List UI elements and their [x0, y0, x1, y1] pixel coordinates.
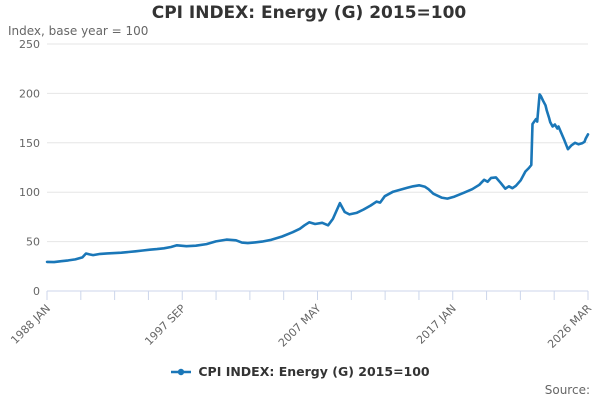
- x-axis-tick-label: 1997 SEP: [142, 302, 188, 348]
- y-axis-tick-label: 100: [19, 186, 40, 199]
- legend-item-cpi-energy[interactable]: CPI INDEX: Energy (G) 2015=100: [0, 364, 600, 379]
- x-axis-tick-label: 2017 JAN: [414, 302, 459, 347]
- x-axis-tick-label: 2026 MAR: [545, 302, 594, 351]
- y-axis-tick-label: 200: [19, 87, 40, 100]
- y-axis-tick-label: 250: [19, 38, 40, 51]
- legend-line-marker-icon: [171, 368, 192, 375]
- series-line-cpi-energy[interactable]: [45, 93, 590, 264]
- chart-title: CPI INDEX: Energy (G) 2015=100: [151, 3, 467, 23]
- y-axis-tick-label: 50: [26, 236, 40, 249]
- source-note: Source:: [544, 383, 590, 397]
- y-axis-tick-label: 150: [19, 137, 40, 150]
- chart-subtitle: Index, base year = 100: [8, 24, 149, 38]
- y-axis-tick-label: 0: [33, 285, 40, 298]
- x-axis-tick-label: 1988 JAN: [8, 302, 53, 347]
- legend-label: CPI INDEX: Energy (G) 2015=100: [198, 364, 430, 379]
- x-axis-tick-label: 2007 MAY: [276, 302, 324, 350]
